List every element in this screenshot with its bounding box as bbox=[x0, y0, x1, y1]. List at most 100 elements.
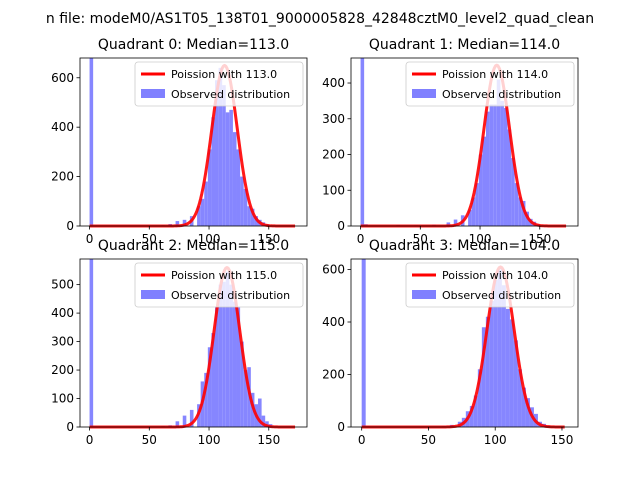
x-tick-label: 0 bbox=[86, 433, 94, 447]
y-tick-label: 200 bbox=[51, 363, 74, 377]
histogram-bar bbox=[361, 259, 366, 427]
histogram-bar bbox=[478, 154, 483, 226]
y-tick-label: 400 bbox=[322, 315, 345, 329]
subplot-quadrant-3: Quadrant 3: Median=104.0 0 50 100 150 0 200 400… bbox=[322, 238, 579, 447]
y-tick-label: 600 bbox=[51, 71, 74, 85]
x-tick-label: 50 bbox=[142, 433, 157, 447]
histogram-bar bbox=[204, 372, 208, 427]
histogram-bar bbox=[521, 200, 526, 226]
legend: Poission with 114.0 Observed distribution bbox=[405, 61, 575, 107]
histogram-bar bbox=[243, 370, 248, 427]
histogram-bar bbox=[204, 181, 208, 226]
histogram-bar bbox=[240, 341, 244, 427]
legend-box bbox=[405, 61, 575, 107]
y-tick-label: 600 bbox=[322, 263, 345, 277]
legend: Poission with 115.0 Observed distribution bbox=[134, 262, 304, 308]
histogram-bar bbox=[468, 209, 472, 226]
y-tick-label: 0 bbox=[337, 219, 345, 233]
histogram-bar bbox=[496, 79, 501, 226]
histogram-bar bbox=[489, 104, 494, 226]
x-tick-label: 0 bbox=[86, 232, 94, 246]
histogram-bar bbox=[222, 281, 226, 427]
histogram-bar bbox=[229, 109, 233, 226]
histogram-bar bbox=[222, 85, 226, 226]
histogram-bar bbox=[503, 108, 508, 226]
y-tick-label: 400 bbox=[322, 76, 345, 90]
histogram-bar bbox=[232, 301, 237, 427]
legend-label-poisson: Poission with 115.0 bbox=[171, 269, 277, 282]
histogram-bar bbox=[514, 183, 519, 226]
histogram-bar bbox=[247, 206, 251, 226]
subplot-title: Quadrant 3: Median=104.0 bbox=[369, 238, 560, 254]
y-tick-label: 100 bbox=[51, 392, 74, 406]
histogram-bar bbox=[236, 307, 241, 427]
histogram-bar bbox=[477, 369, 482, 427]
histogram-bar bbox=[500, 100, 504, 226]
legend-label-observed: Observed distribution bbox=[171, 88, 290, 101]
legend-label-observed: Observed distribution bbox=[442, 289, 561, 302]
legend-label-poisson: Poission with 113.0 bbox=[171, 68, 277, 81]
histogram-bar bbox=[175, 421, 180, 427]
histogram-bar bbox=[200, 198, 205, 226]
histogram-bar bbox=[240, 176, 244, 226]
histogram-bar bbox=[517, 369, 522, 427]
figure-title: n file: modeM0/AS1T05_138T01_9000005828_… bbox=[46, 11, 594, 27]
histogram-bar bbox=[453, 219, 458, 226]
histogram-bar bbox=[507, 129, 512, 226]
x-tick-label: 150 bbox=[257, 232, 280, 246]
x-tick-label: 100 bbox=[198, 433, 221, 447]
legend-label-observed: Observed distribution bbox=[442, 88, 561, 101]
legend-hist-swatch bbox=[141, 290, 165, 299]
histogram-bar bbox=[232, 132, 237, 226]
histogram-bar bbox=[360, 58, 365, 226]
y-tick-label: 0 bbox=[337, 420, 345, 434]
x-tick-label: 150 bbox=[257, 433, 280, 447]
subplot-quadrant-0: Quadrant 0: Median=113.0 0 50 100 150 0 200 400… bbox=[51, 37, 308, 246]
subplot-title: Quadrant 1: Median=114.0 bbox=[369, 37, 560, 53]
histogram-bar bbox=[225, 271, 230, 427]
histogram-bar bbox=[229, 284, 233, 427]
histogram-bar bbox=[175, 221, 180, 226]
histogram-bar bbox=[189, 409, 194, 427]
legend-hist-swatch bbox=[412, 89, 436, 98]
histogram-bar bbox=[89, 58, 94, 226]
histogram-bar bbox=[493, 280, 498, 427]
x-tick-label: 50 bbox=[142, 232, 157, 246]
y-tick-label: 200 bbox=[322, 368, 345, 382]
histogram-bar bbox=[525, 398, 530, 427]
y-tick-label: 300 bbox=[322, 112, 345, 126]
subplot-title: Quadrant 0: Median=113.0 bbox=[98, 37, 289, 53]
legend-label-poisson: Poission with 114.0 bbox=[442, 68, 548, 81]
legend-box bbox=[134, 61, 304, 107]
y-tick-label: 200 bbox=[51, 170, 74, 184]
histogram-bar bbox=[513, 340, 518, 427]
histogram-bar bbox=[486, 111, 490, 226]
histogram-bar bbox=[243, 188, 248, 226]
y-tick-label: 0 bbox=[66, 219, 74, 233]
histogram-bar bbox=[182, 415, 187, 427]
legend-label-poisson: Poission with 104.0 bbox=[442, 269, 548, 282]
histogram-bar bbox=[475, 183, 479, 226]
histogram-bar bbox=[250, 208, 255, 226]
histogram-bar bbox=[485, 316, 490, 427]
histogram-bar bbox=[505, 308, 510, 427]
histogram-bar bbox=[489, 301, 494, 427]
histogram-bar bbox=[89, 259, 94, 427]
x-tick-label: 0 bbox=[358, 433, 366, 447]
histogram-bar bbox=[497, 269, 502, 427]
histogram-bar bbox=[481, 327, 486, 427]
histogram-bar bbox=[207, 149, 212, 226]
histogram-bar bbox=[509, 319, 514, 427]
y-tick-label: 100 bbox=[322, 183, 345, 197]
legend: Poission with 104.0 Observed distribution bbox=[405, 262, 575, 308]
legend-hist-swatch bbox=[412, 290, 436, 299]
x-tick-label: 150 bbox=[551, 433, 574, 447]
histogram-bar bbox=[225, 112, 230, 226]
histogram-bar bbox=[471, 197, 476, 226]
x-tick-label: 100 bbox=[198, 232, 221, 246]
y-tick-label: 200 bbox=[322, 148, 345, 162]
histogram-bar bbox=[482, 136, 487, 226]
legend-box bbox=[134, 262, 304, 308]
axes-frame bbox=[79, 57, 308, 227]
